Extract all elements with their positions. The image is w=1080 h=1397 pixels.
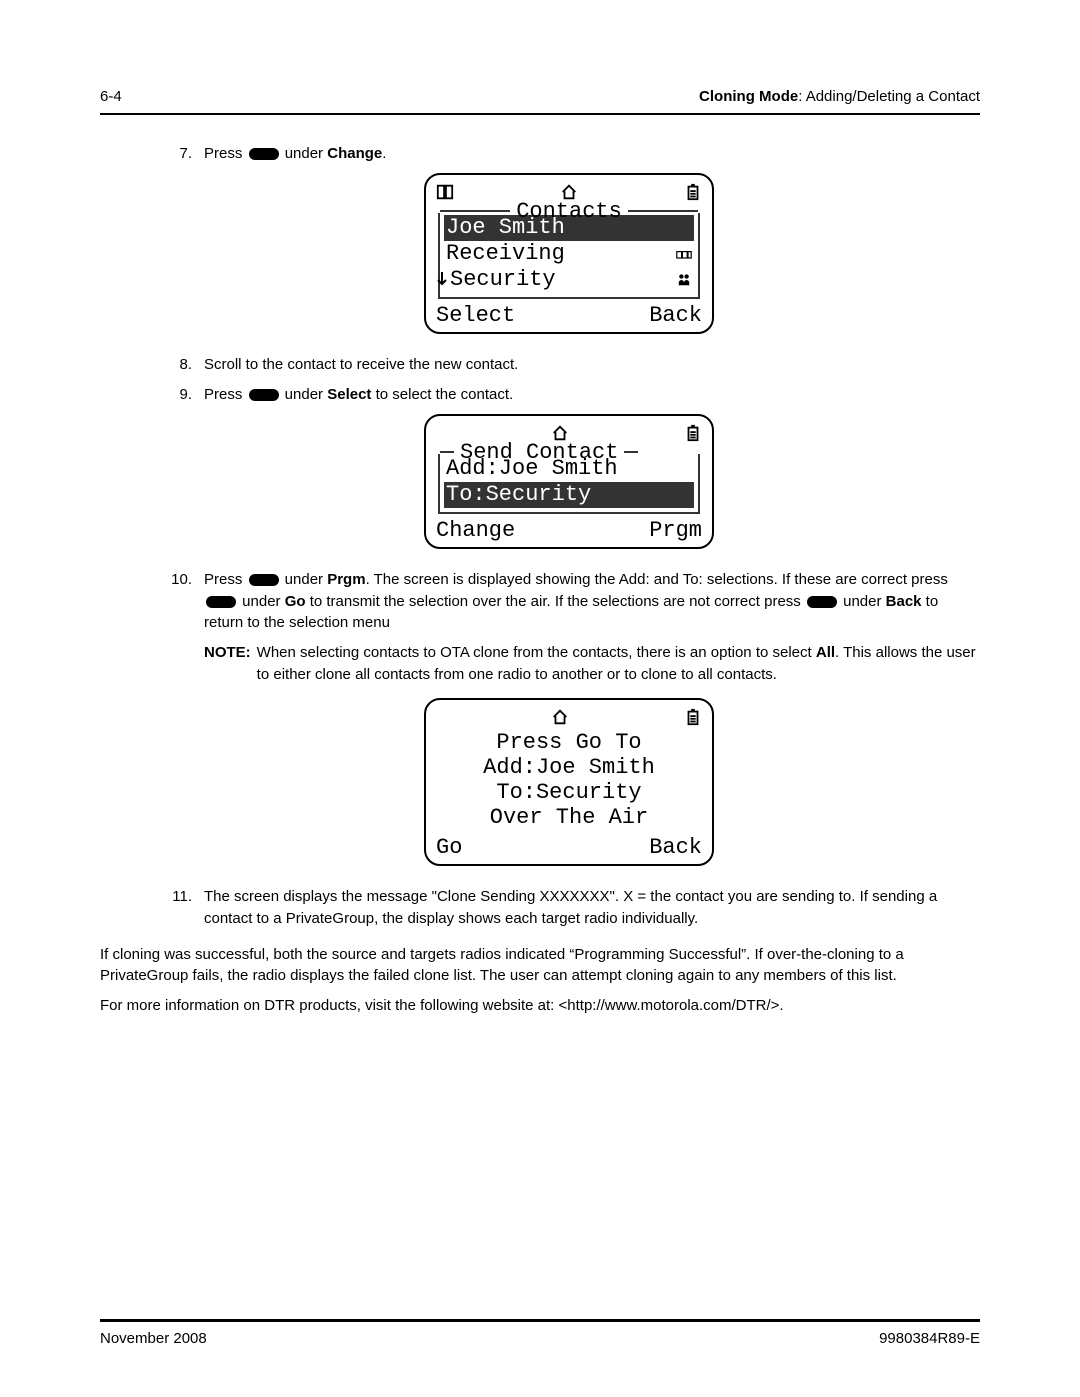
text: under	[238, 593, 285, 610]
step-11: 11. The screen displays the message "Clo…	[158, 886, 980, 930]
step-10: 10. Press under Prgm. The screen is disp…	[158, 569, 980, 634]
text: to select the contact.	[371, 386, 513, 403]
lcd-status-bar	[436, 706, 702, 728]
group-icon	[676, 247, 692, 261]
home-icon	[551, 708, 569, 726]
lcd-text: To:Security	[446, 482, 591, 507]
note-label: NOTE:	[204, 642, 257, 686]
step-body: The screen displays the message "Clone S…	[204, 886, 980, 930]
softkey-button-icon	[249, 389, 279, 401]
text: When selecting contacts to OTA clone fro…	[257, 644, 816, 661]
lcd: Contacts Joe Smith Receiving Security	[424, 173, 714, 334]
lcd-screen-3: Press Go To Add:Joe Smith To:Security Ov…	[158, 698, 980, 866]
step-8: 8. Scroll to the contact to receive the …	[158, 354, 980, 376]
down-arrow-icon	[436, 270, 448, 290]
page: 6-4 Cloning Mode: Adding/Deleting a Cont…	[0, 0, 1080, 1397]
lcd-title: Contacts	[510, 199, 628, 224]
step-body: Press under Prgm. The screen is displaye…	[204, 569, 980, 634]
lcd-line: Over The Air	[436, 805, 702, 830]
step-body: Press under Change.	[204, 143, 980, 165]
lcd-frame-title: Contacts	[440, 199, 698, 224]
step-number: 11.	[158, 886, 204, 930]
step-number: 10.	[158, 569, 204, 634]
lcd-frame-title: Send Contact	[440, 440, 698, 465]
content-area: 7. Press under Change. Contacts	[100, 143, 980, 1017]
softkey-right: Prgm	[649, 518, 702, 543]
step-number: 8.	[158, 354, 204, 376]
softkey-button-icon	[249, 148, 279, 160]
text-bold: All	[816, 644, 835, 661]
lcd-softkeys: Change Prgm	[436, 518, 702, 543]
softkey-button-icon	[206, 596, 236, 608]
text: to transmit the selection over the air. …	[306, 593, 801, 610]
lcd-row-selected: To:Security	[444, 482, 694, 508]
lcd-softkeys: Select Back	[436, 303, 702, 328]
softkey-button-icon	[249, 574, 279, 586]
footer-doc-number: 9980384R89-E	[879, 1330, 980, 1347]
text: Press	[204, 571, 247, 588]
lcd-softkeys: Go Back	[436, 835, 702, 860]
softkey-left: Go	[436, 835, 462, 860]
lcd-frame: Contacts Joe Smith Receiving Security	[438, 213, 700, 299]
footer-rule	[100, 1319, 980, 1322]
lcd: Send Contact Add:Joe Smith To:Security C…	[424, 414, 714, 549]
note: NOTE: When selecting contacts to OTA clo…	[204, 642, 980, 686]
text-bold: Prgm	[327, 571, 365, 588]
softkey-right: Back	[649, 303, 702, 328]
footer-date: November 2008	[100, 1330, 207, 1347]
lcd-text: Security	[450, 267, 556, 292]
lcd-row: Security	[444, 267, 694, 293]
step-7: 7. Press under Change.	[158, 143, 980, 165]
text-bold: Change	[327, 145, 382, 162]
paragraph: For more information on DTR products, vi…	[100, 995, 980, 1017]
lcd-line: To:Security	[436, 780, 702, 805]
page-number: 6-4	[100, 88, 122, 105]
paragraph: If cloning was successful, both the sour…	[100, 944, 980, 988]
text-bold: Go	[285, 593, 306, 610]
battery-icon	[684, 708, 702, 726]
text: under	[839, 593, 886, 610]
section-title-bold: Cloning Mode	[699, 88, 798, 105]
step-9: 9. Press under Select to select the cont…	[158, 384, 980, 406]
header-rule	[100, 113, 980, 115]
page-header: 6-4 Cloning Mode: Adding/Deleting a Cont…	[100, 88, 980, 105]
step-body: Press under Select to select the contact…	[204, 384, 980, 406]
lcd-title: Send Contact	[454, 440, 624, 465]
text: under	[281, 571, 328, 588]
lcd-text: Receiving	[446, 241, 565, 266]
lcd-line: Add:Joe Smith	[436, 755, 702, 780]
note-body: When selecting contacts to OTA clone fro…	[257, 642, 980, 686]
text: under	[285, 145, 328, 162]
softkey-button-icon	[807, 596, 837, 608]
step-number: 9.	[158, 384, 204, 406]
lcd-screen-2: Send Contact Add:Joe Smith To:Security C…	[158, 414, 980, 549]
text: . The screen is displayed showing the Ad…	[366, 571, 948, 588]
text: Press	[204, 386, 247, 403]
section-title: Cloning Mode: Adding/Deleting a Contact	[699, 88, 980, 105]
text: .	[382, 145, 386, 162]
lcd-line: Press Go To	[436, 730, 702, 755]
lcd-screen-1: Contacts Joe Smith Receiving Security	[158, 173, 980, 334]
softkey-left: Select	[436, 303, 515, 328]
people-icon	[676, 273, 692, 287]
lcd: Press Go To Add:Joe Smith To:Security Ov…	[424, 698, 714, 866]
step-number: 7.	[158, 143, 204, 165]
page-footer: November 2008 9980384R89-E	[100, 1312, 980, 1348]
text-bold: Back	[886, 593, 922, 610]
lcd-frame: Send Contact Add:Joe Smith To:Security	[438, 454, 700, 514]
text: Press	[204, 145, 242, 162]
softkey-right: Back	[649, 835, 702, 860]
softkey-left: Change	[436, 518, 515, 543]
step-body: Scroll to the contact to receive the new…	[204, 354, 980, 376]
lcd-row: Receiving	[444, 241, 694, 267]
text-bold: Select	[327, 386, 371, 403]
section-title-rest: : Adding/Deleting a Contact	[798, 88, 980, 105]
text: under	[281, 386, 328, 403]
